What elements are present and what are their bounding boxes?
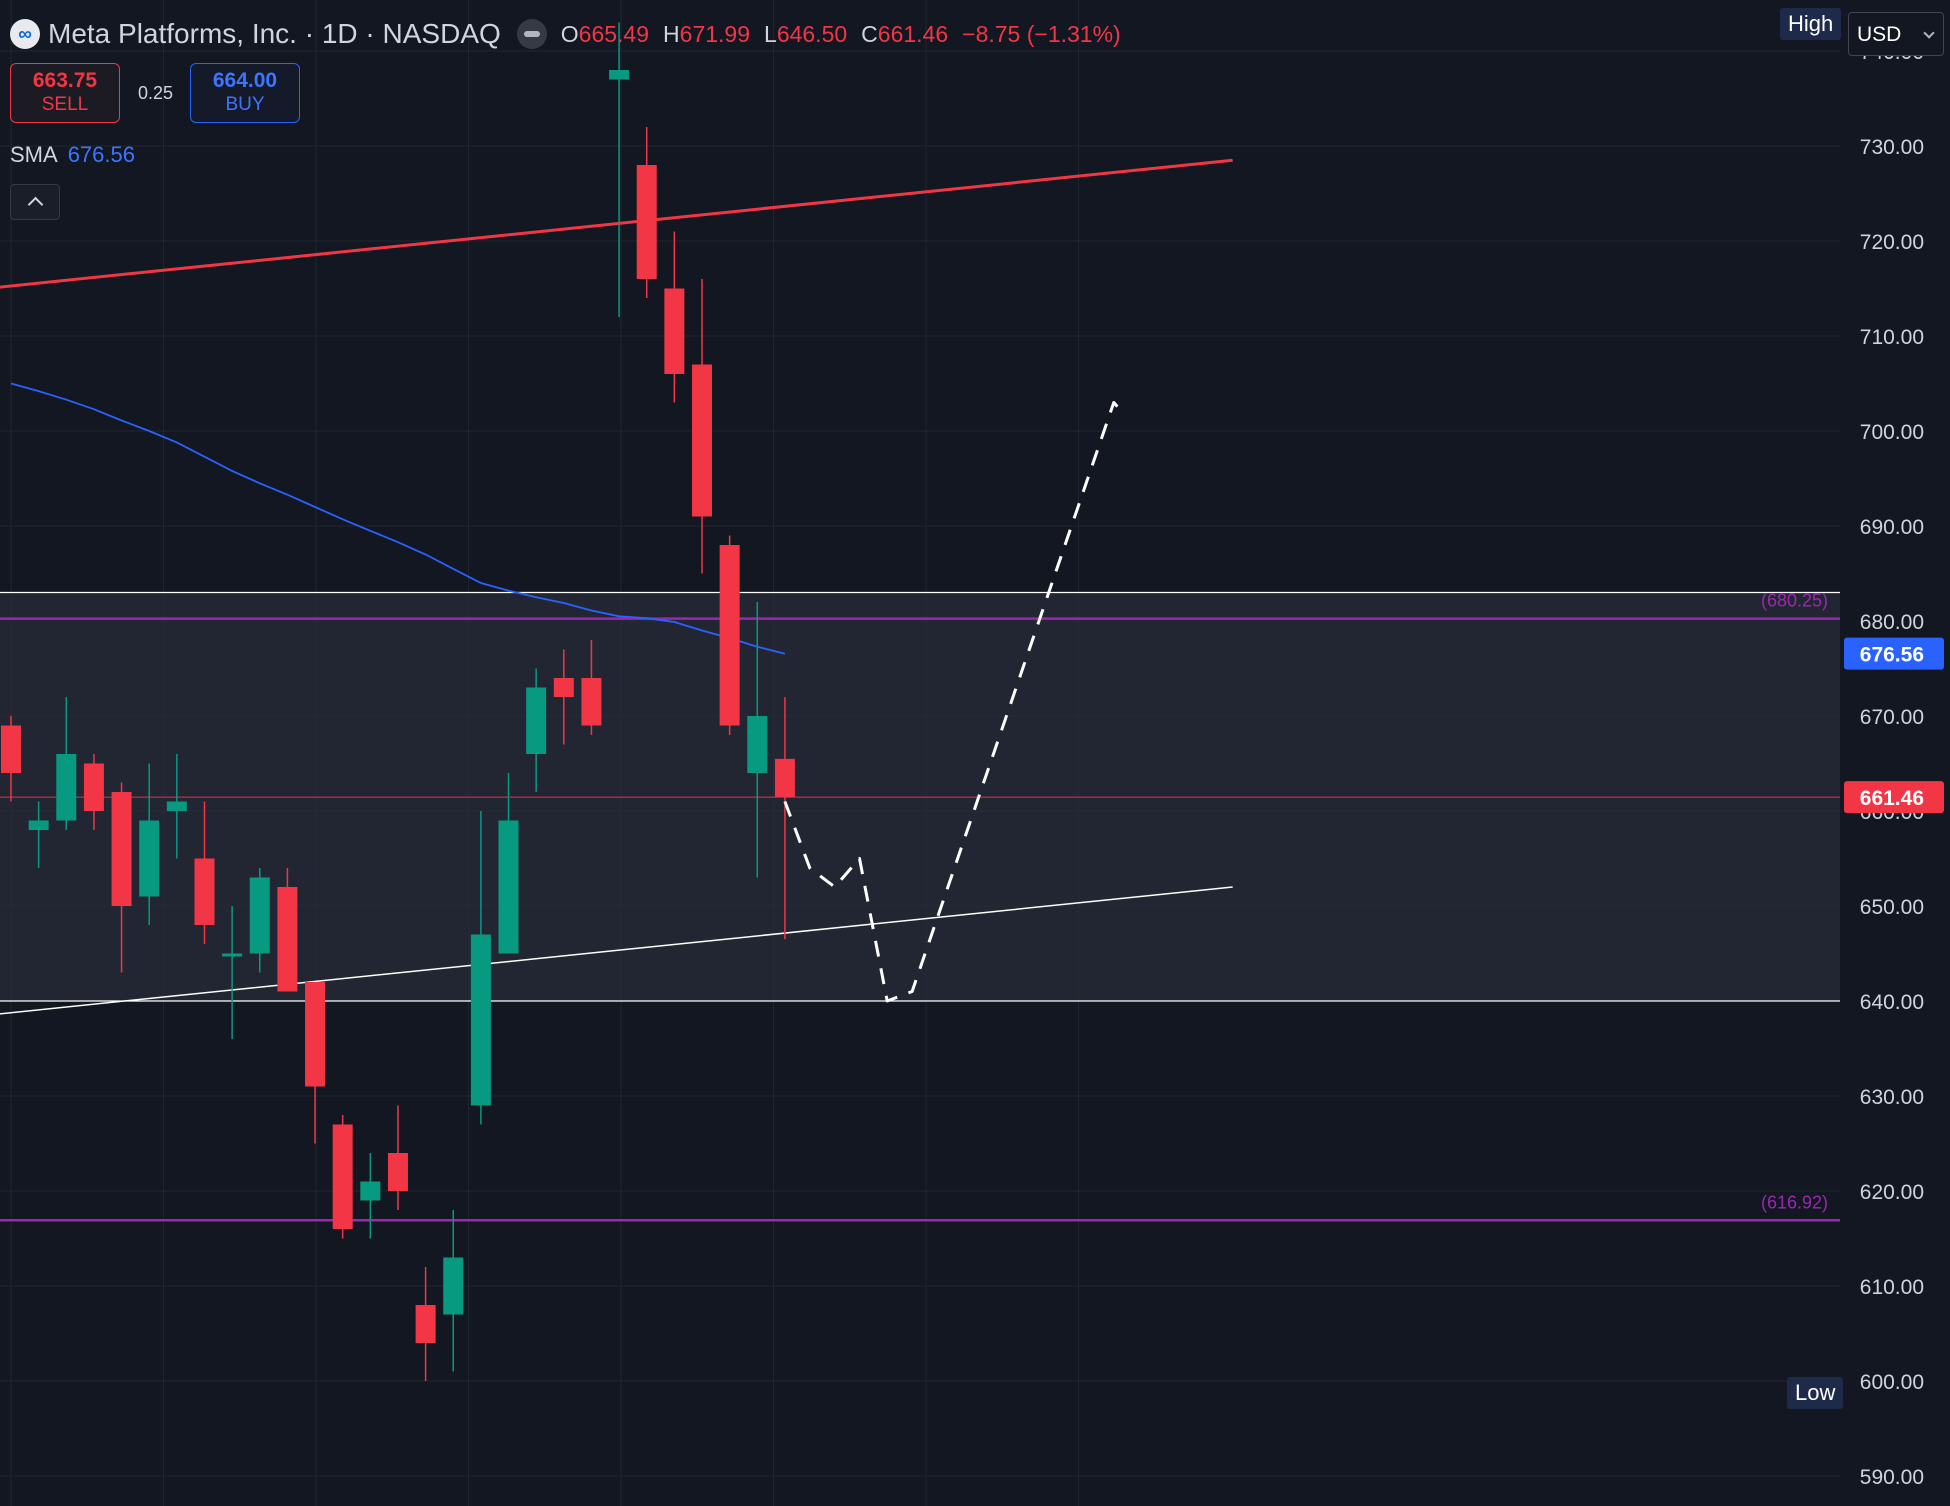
price-tick-label: 610.00 xyxy=(1860,1276,1924,1299)
candle-body xyxy=(719,545,740,726)
horizontal-levels: (680.25) (616.92) xyxy=(0,591,1840,1222)
price-tick-label: 630.00 xyxy=(1860,1086,1924,1109)
candle-body xyxy=(222,953,243,957)
price-tick-label: 710.00 xyxy=(1860,326,1924,349)
price-tick-label: 730.00 xyxy=(1860,136,1924,159)
candle-body xyxy=(332,1124,353,1229)
price-axis[interactable]: 590.00 600.00 610.00 620.00 630.00 640.00 650.… xyxy=(1840,0,1950,1506)
candle-body xyxy=(443,1257,464,1315)
spread-value: 0.25 xyxy=(138,83,174,103)
candle-body xyxy=(664,288,685,374)
sma-line-group xyxy=(10,382,786,655)
chevron-up-icon xyxy=(27,196,43,213)
candle-body xyxy=(774,758,795,798)
meta-logo-icon: ∞ xyxy=(10,19,40,49)
candle-body xyxy=(415,1305,436,1343)
price-tick-label: 700.00 xyxy=(1860,421,1924,444)
sma-value: 676.56 xyxy=(67,142,135,167)
candle-body xyxy=(636,165,657,279)
candle-body xyxy=(166,801,187,811)
price-tick-label: 640.00 xyxy=(1860,991,1924,1014)
candle-body xyxy=(83,763,104,811)
price-tick-label: 620.00 xyxy=(1860,1181,1924,1204)
candle-body xyxy=(692,364,712,517)
symbol-legend: ∞ Meta Platforms, Inc. · 1D · NASDAQ O66… xyxy=(10,14,1121,54)
candle-body xyxy=(498,820,519,954)
candle-body xyxy=(56,754,77,821)
price-tick-label: 690.00 xyxy=(1860,516,1924,539)
buy-price: 664.00 xyxy=(212,69,278,92)
candle-body xyxy=(747,716,768,773)
fib-level-label: (680.25) xyxy=(1761,591,1828,611)
sell-label: SELL xyxy=(41,94,89,115)
price-tick-label: 680.00 xyxy=(1860,611,1924,634)
price-tick-label: 590.00 xyxy=(1860,1466,1924,1489)
buy-button[interactable]: 664.00 BUY xyxy=(190,63,300,123)
fib-level-label: (616.92) xyxy=(1761,1192,1828,1212)
candle-body xyxy=(526,687,547,754)
price-tick-label: 720.00 xyxy=(1860,231,1924,254)
candle-body xyxy=(249,877,270,954)
sma-price-tag-bg xyxy=(1844,637,1944,670)
candle-body xyxy=(360,1181,381,1201)
sell-price: 663.75 xyxy=(32,69,98,92)
candle-body xyxy=(139,820,160,897)
last-price-tag-bg xyxy=(1844,781,1944,814)
sma-name: SMA xyxy=(10,142,58,167)
ohlc-close: C661.46 xyxy=(861,20,949,47)
sma-price-tag: 676.56 xyxy=(1860,644,1924,667)
candle-body xyxy=(28,820,49,830)
high-badge: High xyxy=(1780,8,1842,40)
price-change: −8.75 (−1.31%) xyxy=(962,20,1121,47)
collapse-legend-button[interactable] xyxy=(10,184,60,220)
candle-body xyxy=(1,725,21,773)
hide-legend-icon[interactable] xyxy=(516,19,547,49)
price-tick-label: 670.00 xyxy=(1860,706,1924,729)
currency-select[interactable]: USD xyxy=(1848,12,1944,56)
candle-body xyxy=(553,678,574,697)
symbol-title[interactable]: Meta Platforms, Inc. · 1D · NASDAQ xyxy=(48,18,501,49)
sell-button[interactable]: 663.75 SELL xyxy=(10,63,120,123)
buy-label: BUY xyxy=(225,94,265,115)
chevron-down-icon xyxy=(1923,27,1935,39)
price-tick-label: 650.00 xyxy=(1860,896,1924,919)
candle-body xyxy=(277,887,298,992)
candle-body xyxy=(387,1153,408,1191)
sma-line xyxy=(10,382,786,655)
candles xyxy=(1,22,795,1381)
sma-legend[interactable]: SMA 676.56 xyxy=(10,142,135,168)
last-price-tag: 661.46 xyxy=(1860,787,1924,810)
red-trendline xyxy=(0,158,1233,289)
price-axis-bg xyxy=(1840,0,1950,1506)
candle-body xyxy=(581,678,602,726)
candle-body xyxy=(470,934,491,1106)
price-tick-label: 600.00 xyxy=(1860,1371,1924,1394)
ohlc-open: O665.49 xyxy=(560,20,650,47)
currency-value: USD xyxy=(1857,23,1902,46)
ohlc-high: H671.99 xyxy=(663,20,751,47)
candle-body xyxy=(305,982,326,1087)
ohlc-low: L646.50 xyxy=(764,20,848,47)
low-badge: Low xyxy=(1787,1377,1844,1409)
candle-body xyxy=(111,792,132,906)
candle-body xyxy=(609,70,630,80)
candle-body xyxy=(194,858,215,925)
